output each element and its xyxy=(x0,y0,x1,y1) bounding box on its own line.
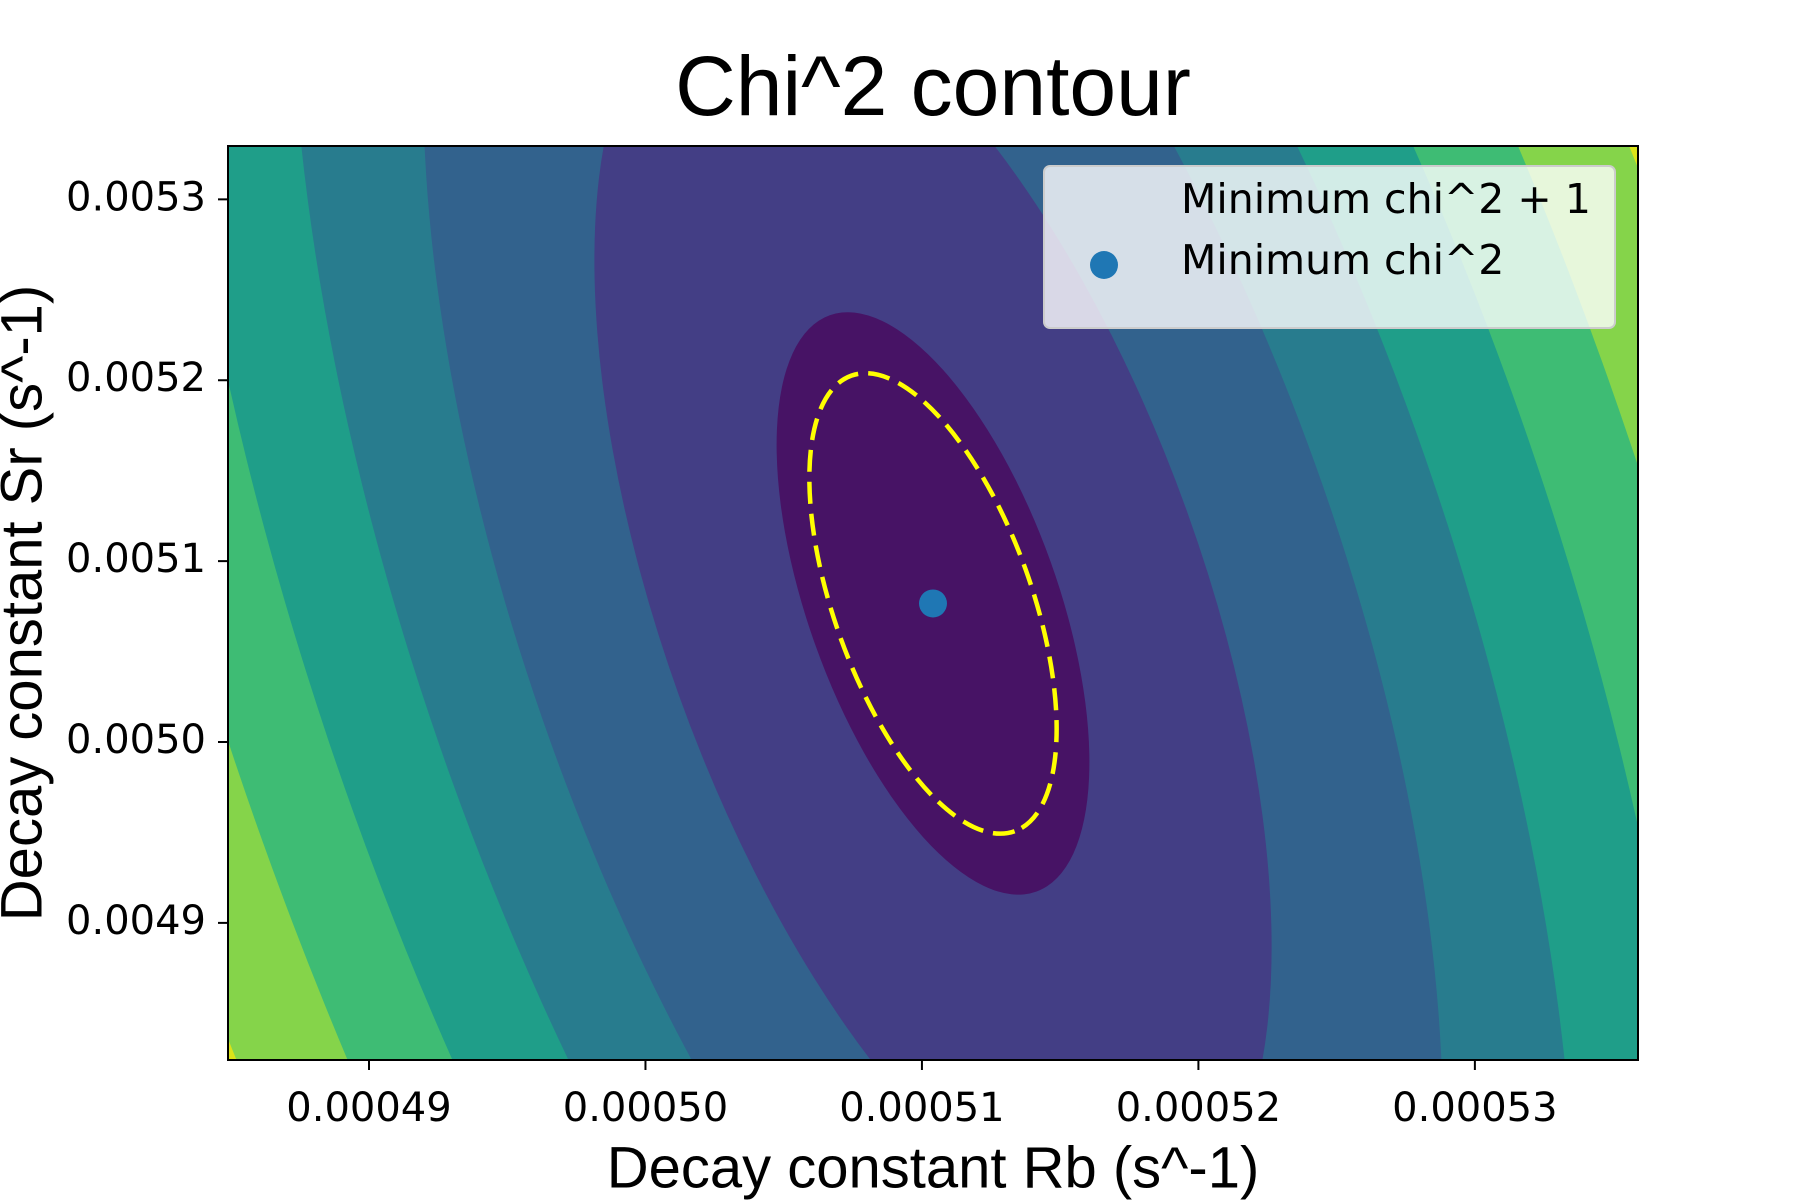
scatter-point xyxy=(919,589,947,618)
x-axis-label: Decay constant Rb (s^-1) xyxy=(607,1135,1260,1200)
x-tick-label: 0.00051 xyxy=(839,1085,1004,1131)
y-tick-label: 0.0052 xyxy=(66,355,206,401)
x-tick-label: 0.00053 xyxy=(1392,1085,1557,1131)
legend-label: Minimum chi^2 + 1 xyxy=(1181,175,1591,223)
legend-box xyxy=(1043,165,1616,329)
y-tick-label: 0.0050 xyxy=(66,717,206,763)
y-tick-label: 0.0053 xyxy=(66,174,206,220)
y-tick-label: 0.0049 xyxy=(66,898,206,944)
axes-frame xyxy=(227,145,1639,1061)
contour-line xyxy=(807,370,1059,836)
legend-marker xyxy=(1090,251,1118,279)
x-tick-label: 0.00052 xyxy=(1116,1085,1281,1131)
chart-title: Chi^2 contour xyxy=(675,39,1191,133)
x-tick-label: 0.00050 xyxy=(563,1085,728,1131)
x-tick-label: 0.00049 xyxy=(286,1085,451,1131)
y-axis-label: Decay constant Sr (s^-1) xyxy=(0,285,54,921)
legend-label: Minimum chi^2 xyxy=(1181,236,1504,284)
y-tick-label: 0.0051 xyxy=(66,536,206,582)
